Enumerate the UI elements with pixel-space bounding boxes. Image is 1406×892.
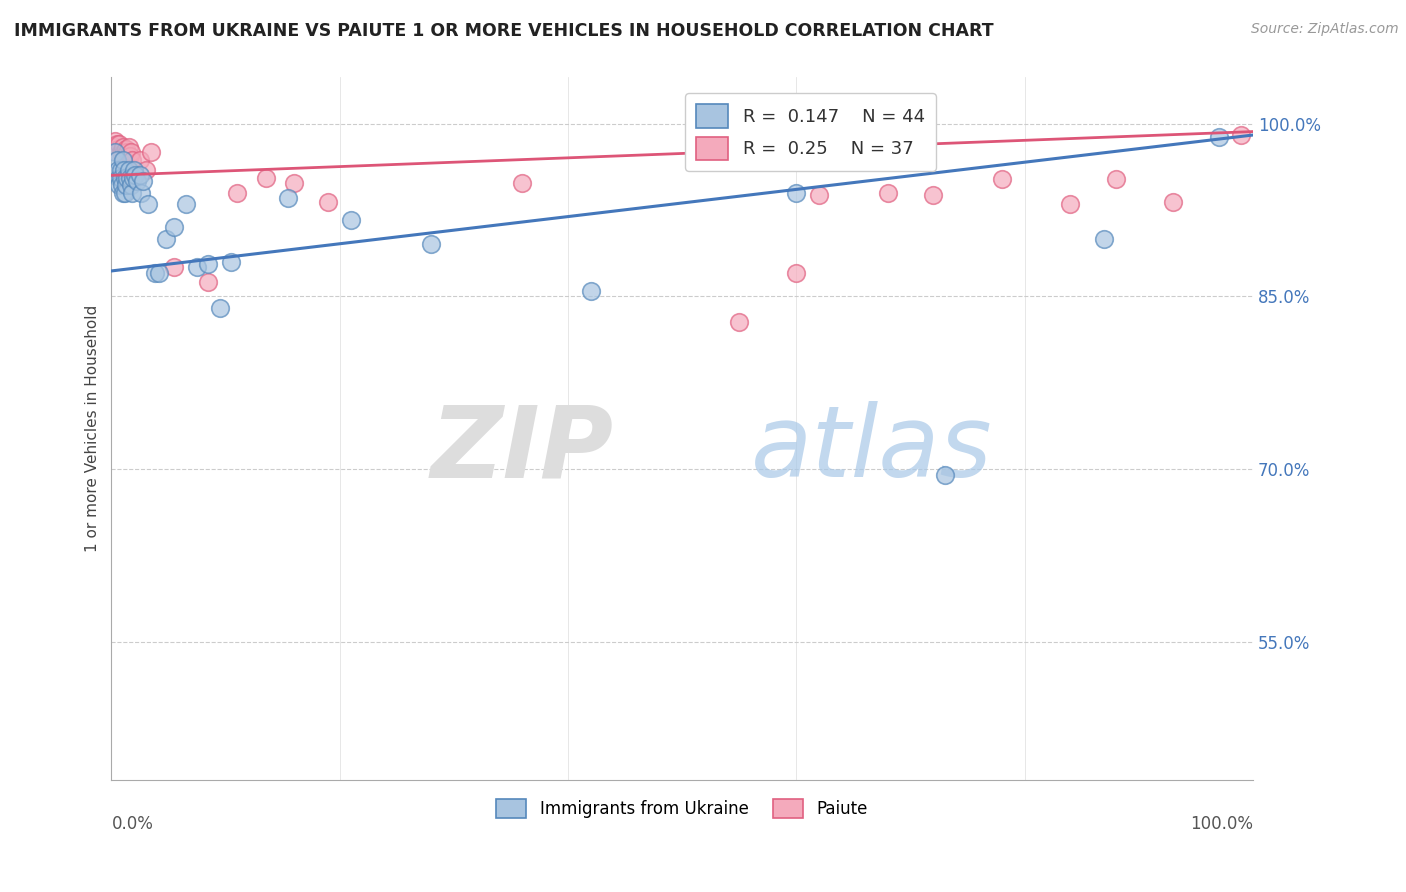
Point — [129, 186, 152, 200]
Point — [114, 186, 136, 200]
Text: 100.0%: 100.0% — [1189, 815, 1253, 833]
Point — [420, 237, 443, 252]
Point — [108, 170, 131, 185]
Point — [219, 254, 242, 268]
Point — [254, 170, 277, 185]
Point — [121, 153, 143, 168]
Point — [121, 186, 143, 200]
Point — [114, 170, 136, 185]
Point — [208, 301, 231, 315]
Point — [111, 186, 134, 200]
Point — [136, 197, 159, 211]
Point — [277, 191, 299, 205]
Point — [141, 145, 163, 160]
Point — [117, 139, 139, 153]
Point — [226, 186, 249, 200]
Point — [111, 178, 134, 192]
Point — [118, 170, 141, 185]
Point — [104, 134, 127, 148]
Point — [1208, 130, 1230, 145]
Point — [934, 467, 956, 482]
Point — [104, 139, 127, 153]
Point — [1161, 194, 1184, 209]
Point — [107, 145, 129, 160]
Point — [105, 153, 128, 168]
Point — [808, 188, 831, 202]
Point — [1230, 128, 1253, 142]
Point — [155, 232, 177, 246]
Point — [110, 145, 132, 160]
Point — [111, 153, 134, 168]
Point — [122, 170, 145, 185]
Point — [876, 186, 898, 200]
Point — [115, 178, 138, 192]
Point — [104, 145, 127, 160]
Point — [117, 145, 139, 160]
Point — [112, 145, 135, 160]
Y-axis label: 1 or more Vehicles in Household: 1 or more Vehicles in Household — [86, 305, 100, 552]
Point — [283, 177, 305, 191]
Point — [186, 260, 208, 275]
Point — [163, 260, 186, 275]
Point — [1094, 232, 1116, 246]
Point — [174, 197, 197, 211]
Text: 0.0%: 0.0% — [111, 815, 153, 833]
Point — [112, 162, 135, 177]
Point — [197, 257, 219, 271]
Point — [316, 194, 339, 209]
Point — [340, 213, 363, 227]
Point — [579, 284, 602, 298]
Point — [105, 137, 128, 152]
Point — [107, 142, 129, 156]
Point — [110, 162, 132, 177]
Point — [110, 170, 132, 185]
Point — [129, 153, 152, 168]
Point — [785, 266, 807, 280]
Point — [163, 220, 186, 235]
Point — [148, 266, 170, 280]
Point — [135, 162, 157, 177]
Point — [143, 266, 166, 280]
Point — [107, 162, 129, 177]
Text: Source: ZipAtlas.com: Source: ZipAtlas.com — [1251, 22, 1399, 37]
Point — [922, 188, 945, 202]
Text: atlas: atlas — [751, 401, 993, 499]
Point — [108, 178, 131, 192]
Point — [132, 174, 155, 188]
Point — [785, 186, 807, 200]
Point — [117, 162, 139, 177]
Point — [111, 145, 134, 160]
Point — [124, 169, 146, 183]
Point — [118, 149, 141, 163]
Point — [120, 178, 142, 192]
Point — [510, 177, 533, 191]
Point — [111, 139, 134, 153]
Point — [114, 149, 136, 163]
Point — [1105, 171, 1128, 186]
Point — [125, 174, 148, 188]
Text: ZIP: ZIP — [430, 401, 613, 499]
Point — [108, 137, 131, 152]
Legend: Immigrants from Ukraine, Paiute: Immigrants from Ukraine, Paiute — [489, 792, 875, 824]
Point — [115, 142, 138, 156]
Point — [129, 169, 152, 183]
Point — [1059, 197, 1081, 211]
Point — [728, 315, 751, 329]
Point — [120, 145, 142, 160]
Point — [122, 162, 145, 177]
Point — [990, 171, 1012, 186]
Point — [117, 170, 139, 185]
Text: IMMIGRANTS FROM UKRAINE VS PAIUTE 1 OR MORE VEHICLES IN HOUSEHOLD CORRELATION CH: IMMIGRANTS FROM UKRAINE VS PAIUTE 1 OR M… — [14, 22, 994, 40]
Point — [197, 276, 219, 290]
